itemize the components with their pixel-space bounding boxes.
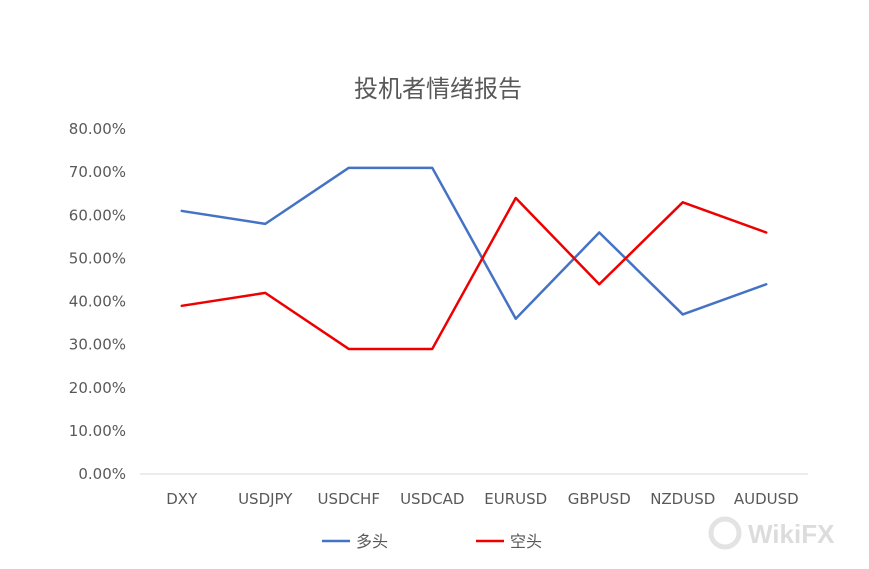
y-tick-label: 30.00% xyxy=(69,336,126,354)
watermark-logo-icon xyxy=(708,516,742,550)
legend-label: 多头 xyxy=(356,532,388,551)
y-tick-label: 80.00% xyxy=(69,120,126,138)
legend-label: 空头 xyxy=(510,532,542,551)
watermark-text: WikiFX xyxy=(748,519,835,549)
y-tick-label: 20.00% xyxy=(69,379,126,397)
watermark: WikiFX xyxy=(708,516,835,550)
series-lines xyxy=(180,166,768,351)
y-tick-label: 50.00% xyxy=(69,249,126,267)
legend: 多头 空头 xyxy=(322,532,542,551)
x-tick-label: USDCHF xyxy=(318,490,380,508)
x-tick-label: NZDUSD xyxy=(650,490,715,508)
x-tick-label: GBPUSD xyxy=(568,490,631,508)
y-tick-label: 0.00% xyxy=(78,465,126,483)
series-line-0 xyxy=(180,166,768,320)
x-tick-label: AUDUSD xyxy=(734,490,799,508)
y-axis-ticks: 0.00% 10.00% 20.00% 30.00% 40.00% 50.00% 60.00… xyxy=(69,120,126,483)
y-tick-label: 60.00% xyxy=(69,206,126,224)
y-tick-label: 10.00% xyxy=(69,422,126,440)
series-line-1 xyxy=(180,196,768,351)
x-tick-label: USDCAD xyxy=(400,490,464,508)
x-axis-ticks: DXY USDJPY USDCHF USDCAD EURUSD GBPUSD NZDUSD A… xyxy=(166,490,798,508)
x-tick-label: EURUSD xyxy=(484,490,547,508)
x-tick-label: DXY xyxy=(166,490,198,508)
chart-title: 投机者情绪报告 xyxy=(354,75,522,103)
y-tick-label: 40.00% xyxy=(69,293,126,311)
x-tick-label: USDJPY xyxy=(238,490,293,508)
y-tick-label: 70.00% xyxy=(69,163,126,181)
